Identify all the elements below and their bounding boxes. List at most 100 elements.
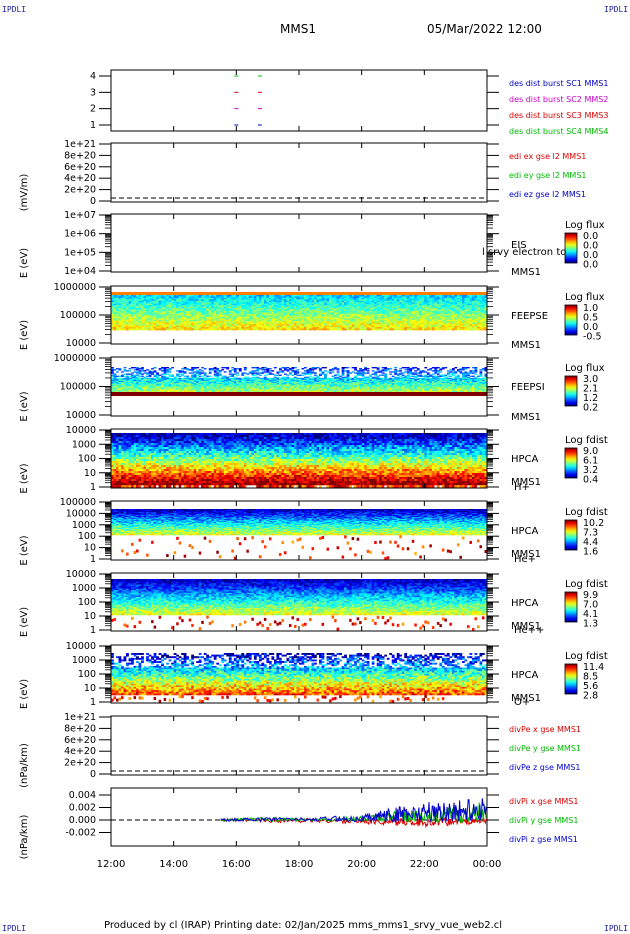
heatmap-cell	[376, 299, 380, 302]
heatmap-cell	[391, 296, 395, 299]
heatmap-cell	[379, 322, 383, 325]
heatmap-cell	[449, 318, 453, 321]
heatmap-cell	[151, 316, 154, 319]
heatmap-cell	[128, 297, 132, 300]
heatmap-cell	[409, 300, 413, 303]
heatmap-cell	[399, 316, 403, 319]
heatmap-cell	[273, 322, 277, 325]
heatmap-cell	[419, 316, 423, 319]
heatmap-cell	[223, 300, 227, 303]
heatmap-cell	[151, 324, 154, 326]
heatmap-cell	[213, 305, 217, 307]
heatmap-cell	[456, 319, 460, 322]
heatmap-cell	[436, 328, 440, 331]
heatmap-cell	[471, 309, 475, 312]
heatmap-cell	[173, 377, 177, 380]
heatmap-cell	[421, 306, 425, 309]
heatmap-cell	[261, 305, 265, 307]
heatmap-cell	[256, 311, 260, 313]
heatmap-cell	[426, 305, 430, 307]
heatmap-cell	[466, 309, 470, 312]
heatmap-cell	[314, 316, 317, 319]
colorbar-title: Log flux	[565, 292, 605, 303]
heatmap-cell	[161, 296, 164, 299]
heatmap-cell	[151, 321, 154, 323]
heatmap-cell	[471, 305, 475, 307]
heatmap-cell	[158, 309, 162, 312]
heatmap-cell	[113, 390, 117, 393]
heatmap-cell	[161, 324, 164, 326]
heatmap-cell	[156, 387, 159, 389]
heatmap-cell	[133, 318, 137, 321]
heatmap-cell	[183, 306, 187, 309]
heatmap-cell	[404, 318, 408, 321]
heatmap-cell	[314, 324, 317, 326]
heatmap-cell	[311, 303, 315, 306]
heatmap-cell	[306, 328, 310, 331]
heatmap-cell	[196, 328, 200, 331]
heatmap-cell	[173, 376, 177, 379]
heatmap-cell	[304, 312, 307, 315]
heatmap-cell	[203, 325, 207, 328]
heatmap-cell	[183, 388, 187, 390]
heatmap-cell	[138, 308, 142, 310]
heatmap-cell	[326, 308, 330, 310]
heatmap-cell	[421, 325, 425, 328]
heatmap-cell	[123, 321, 127, 323]
heatmap-cell	[156, 375, 159, 377]
heatmap-cell	[371, 303, 375, 306]
heatmap-cell	[121, 379, 124, 382]
heatmap-cell	[166, 313, 169, 316]
heatmap-cell	[183, 372, 187, 374]
heatmap-cell	[111, 303, 114, 306]
heatmap-cell	[241, 305, 245, 307]
heatmap-cell	[364, 308, 367, 310]
heatmap-cell	[136, 384, 139, 386]
heatmap-cell	[118, 386, 122, 388]
heatmap-cell	[479, 313, 483, 316]
heatmap-cell	[414, 316, 418, 319]
heatmap-cell	[361, 311, 365, 313]
heatmap-cell	[391, 303, 395, 306]
heatmap-cell	[434, 316, 438, 319]
heatmap-cell	[268, 318, 272, 321]
heatmap-cell	[168, 318, 172, 321]
heatmap-cell	[334, 302, 337, 304]
heatmap-cell	[414, 309, 418, 312]
heatmap-cell	[143, 378, 147, 381]
heatmap-cell	[261, 302, 265, 304]
heatmap-cell	[459, 321, 463, 323]
heatmap-cell	[168, 306, 172, 309]
heatmap-cell	[166, 308, 169, 310]
instrument-label: EIS	[511, 240, 527, 251]
heatmap-cell	[196, 372, 200, 374]
heatmap-cell	[424, 312, 428, 315]
heatmap-cell	[163, 386, 167, 388]
heatmap-cell	[464, 296, 468, 299]
heatmap-cell	[236, 324, 240, 326]
heatmap-cell	[251, 296, 255, 299]
heatmap-cell	[133, 390, 137, 393]
heatmap-cell	[326, 311, 330, 313]
heatmap-cell	[241, 325, 245, 328]
heatmap-cell	[141, 386, 144, 388]
heatmap-cell	[446, 327, 450, 329]
heatmap-cell	[454, 303, 458, 306]
heatmap-cell	[171, 390, 174, 393]
heatmap-cell	[474, 299, 478, 302]
heatmap-cell	[163, 367, 167, 369]
heatmap-cell	[121, 315, 124, 318]
heatmap-cell	[401, 308, 405, 310]
heatmap-cell	[409, 318, 413, 321]
heatmap-cell	[366, 305, 370, 307]
heatmap-cell	[406, 297, 410, 300]
heatmap-cell	[121, 374, 124, 376]
heatmap-cell	[123, 324, 127, 326]
heatmap-cell	[151, 327, 154, 329]
heatmap-cell	[286, 325, 290, 328]
heatmap-cell	[484, 316, 488, 319]
heatmap-cell	[231, 325, 235, 328]
heatmap-cell	[441, 302, 445, 304]
heatmap-cell	[301, 296, 305, 299]
heatmap-cell	[376, 321, 380, 323]
